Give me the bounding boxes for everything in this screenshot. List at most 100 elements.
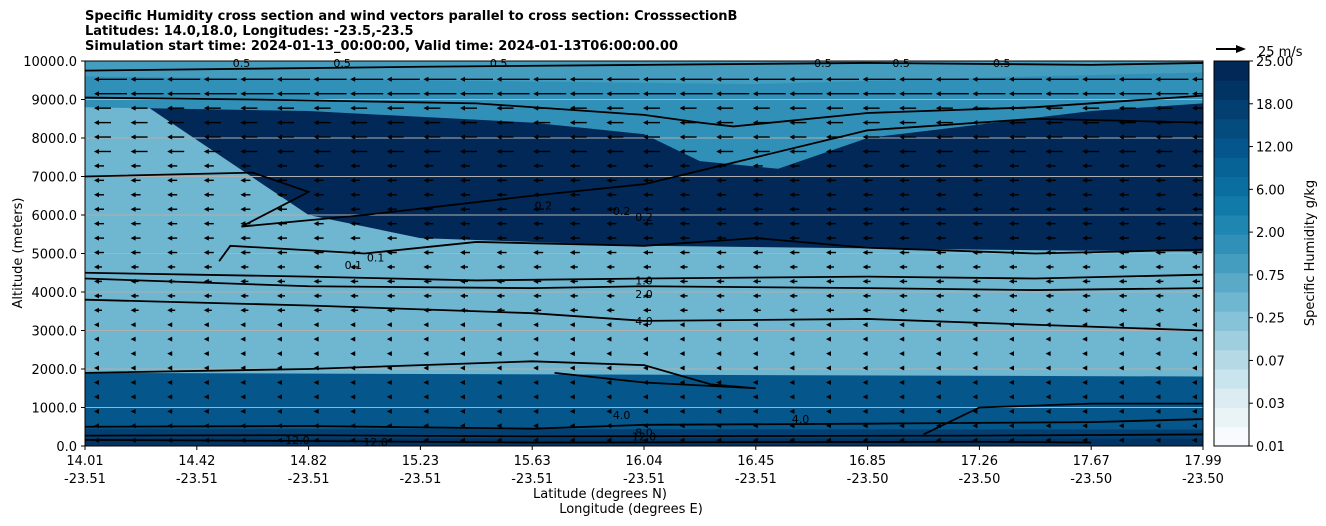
wind-vector-head — [350, 76, 356, 82]
wind-vector-head — [972, 192, 978, 198]
wind-vector-head — [716, 148, 722, 154]
wind-vector-head — [679, 163, 685, 169]
wind-vector-head — [1082, 351, 1088, 357]
wind-vector-head — [130, 293, 136, 299]
wind-vector-head — [972, 250, 978, 256]
wind-vector-head — [130, 192, 136, 198]
wind-vector-head — [130, 120, 136, 126]
wind-vector-head — [643, 206, 648, 212]
contour-label: 4.0 — [613, 409, 631, 422]
wind-vector-head — [1082, 134, 1088, 140]
wind-vector-head — [935, 322, 941, 328]
wind-vector-head — [460, 250, 465, 256]
wind-vector-head — [350, 336, 356, 342]
wind-vector-head — [899, 365, 905, 371]
wind-vector-head — [350, 394, 356, 400]
wind-vector-head — [94, 105, 99, 111]
wind-vector-head — [789, 134, 795, 140]
wind-vector-head — [826, 264, 831, 270]
wind-vector-head — [423, 293, 429, 299]
wind-vector-head — [313, 134, 319, 140]
wind-vector-head — [1118, 322, 1124, 328]
wind-vector-head — [1009, 365, 1014, 371]
wind-vector-head — [1082, 163, 1088, 169]
wind-vector-head — [496, 307, 502, 313]
wind-vector-head — [240, 105, 246, 111]
wind-vector-head — [789, 148, 795, 154]
wind-vector-head — [423, 134, 429, 140]
contour-label: 4.0 — [792, 413, 810, 426]
wind-vector-head — [130, 105, 136, 111]
wind-vector-head — [94, 76, 99, 82]
wind-vector-head — [460, 351, 465, 357]
wind-vector-head — [1118, 351, 1124, 357]
wind-vector-head — [1118, 91, 1124, 97]
x-tick-lat: 16.45 — [737, 454, 774, 469]
y-tick-label: 7000.0 — [32, 171, 78, 186]
wind-vector-head — [423, 120, 429, 126]
wind-vector-head — [716, 293, 722, 299]
wind-vector-head — [899, 76, 905, 82]
wind-vector-head — [569, 91, 575, 97]
wind-vector-head — [423, 408, 429, 414]
wind-vector-head — [94, 206, 99, 212]
wind-vector-head — [203, 134, 209, 140]
wind-vector-head — [460, 206, 465, 212]
wind-vector-head — [1192, 163, 1197, 169]
wind-vector-head — [972, 307, 978, 313]
wind-vector-head — [972, 437, 978, 443]
wind-vector-head — [167, 437, 173, 443]
colorbar-swatch — [1214, 407, 1249, 428]
wind-vector-head — [679, 437, 685, 443]
wind-vector-head — [240, 336, 246, 342]
contour-label: 0.5 — [892, 57, 910, 70]
wind-vector-head — [1155, 91, 1161, 97]
quiver-key-arrowhead — [1236, 45, 1246, 53]
wind-vector-head — [752, 235, 758, 241]
wind-vector-head — [935, 105, 941, 111]
wind-vector-head — [1009, 278, 1014, 284]
wind-vector-head — [899, 148, 905, 154]
wind-vector-head — [533, 134, 539, 140]
wind-vector-head — [277, 192, 282, 198]
wind-vector-head — [386, 307, 392, 313]
wind-vector-head — [130, 206, 136, 212]
wind-vector-head — [606, 235, 612, 241]
wind-vector-head — [313, 192, 319, 198]
wind-vector-head — [826, 148, 831, 154]
wind-vector-head — [1192, 134, 1197, 140]
wind-vector-head — [789, 177, 795, 183]
wind-vector-head — [460, 379, 465, 385]
wind-vector-head — [1118, 278, 1124, 284]
wind-vector-head — [94, 351, 99, 357]
wind-vector-head — [862, 437, 868, 443]
wind-vector-head — [1192, 76, 1197, 82]
wind-vector-head — [899, 163, 905, 169]
wind-vector-head — [716, 105, 722, 111]
contour-line — [85, 117, 1203, 228]
wind-vector-head — [569, 423, 575, 429]
wind-vector-head — [496, 250, 502, 256]
wind-vector-head — [496, 177, 502, 183]
wind-vector-head — [935, 365, 941, 371]
wind-vector-head — [972, 163, 978, 169]
wind-vector-head — [423, 394, 429, 400]
wind-vector-head — [1155, 120, 1161, 126]
wind-vector-head — [460, 437, 465, 443]
wind-vector-head — [935, 76, 941, 82]
wind-vector-head — [1192, 235, 1197, 241]
wind-vector-head — [1082, 235, 1088, 241]
wind-vector-head — [1155, 163, 1161, 169]
x-tick-lon: -23.51 — [399, 472, 441, 487]
wind-vector-head — [752, 307, 758, 313]
wind-vector-head — [350, 379, 356, 385]
wind-vector-head — [899, 177, 905, 183]
wind-vector-head — [1082, 105, 1088, 111]
wind-vector-head — [899, 437, 905, 443]
wind-vector-head — [679, 206, 685, 212]
wind-vector-head — [789, 394, 795, 400]
wind-vector-head — [1009, 192, 1014, 198]
wind-vector-head — [679, 423, 685, 429]
wind-vector-head — [899, 278, 905, 284]
wind-vector-head — [277, 163, 282, 169]
